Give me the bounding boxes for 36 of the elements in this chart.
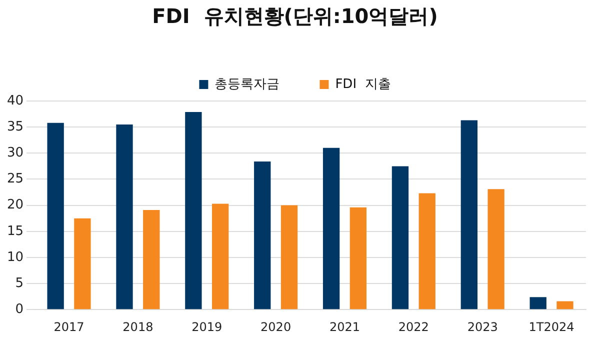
bar	[185, 112, 202, 310]
x-tick-label: 2020	[260, 320, 292, 334]
y-tick-label: 15	[6, 224, 24, 239]
bar	[212, 204, 229, 310]
x-tick-label: 1T2024	[528, 320, 574, 334]
bar	[74, 218, 91, 310]
y-tick-label: 5	[15, 276, 24, 291]
bar	[530, 297, 546, 310]
bar	[392, 166, 409, 310]
x-tick-label: 2018	[122, 320, 154, 334]
y-tick-label: 35	[6, 119, 24, 134]
y-tick-label: 20	[6, 198, 24, 213]
bar	[418, 193, 436, 310]
x-tick-label: 2021	[329, 320, 360, 334]
bar	[488, 189, 504, 310]
y-tick-label: 30	[6, 146, 24, 161]
y-tick-label: 10	[6, 250, 24, 265]
bar	[322, 148, 340, 310]
bar	[350, 207, 367, 310]
x-tick-label: 2019	[192, 320, 222, 334]
x-tick-label: 2022	[398, 320, 429, 334]
bar	[47, 122, 64, 310]
legend-label: 총등록자금	[214, 76, 280, 92]
bar	[460, 120, 478, 310]
bar	[556, 301, 574, 310]
y-tick-label: 25	[6, 172, 24, 187]
chart-title: FDI 유치현황(단위:10억달러)	[152, 4, 438, 28]
y-tick-label: 40	[6, 93, 24, 108]
bar	[280, 205, 298, 310]
legend-label: FDI 지출	[335, 76, 391, 92]
bar	[143, 210, 160, 310]
bar	[116, 124, 133, 310]
y-tick-label: 0	[15, 302, 24, 317]
x-tick-label: 2023	[467, 320, 498, 334]
bar	[254, 161, 271, 310]
x-tick-label: 2017	[54, 320, 84, 334]
